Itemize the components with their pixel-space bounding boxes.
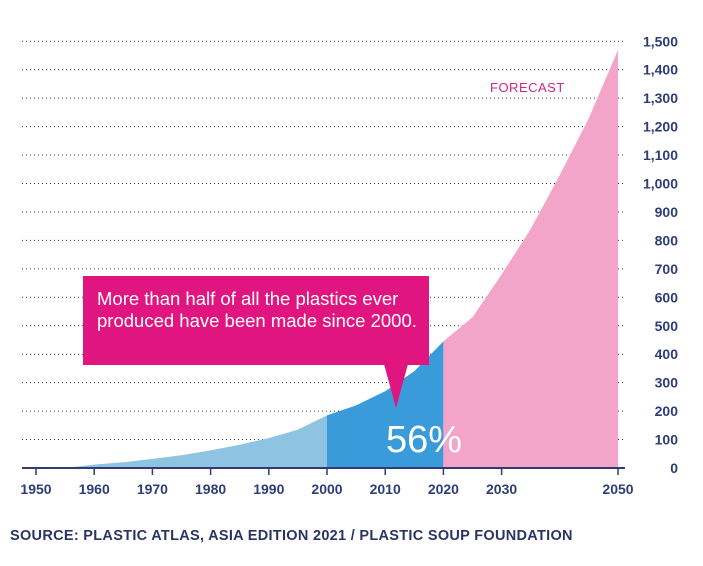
y-tick-label-0: 0 xyxy=(670,460,678,476)
x-axis-labels: 1950 1960 1970 1980 1990 2000 2010 2020 2030 2050 xyxy=(20,481,633,497)
x-tick-label-2050: 2050 xyxy=(602,481,633,497)
x-tick-label-1970: 1970 xyxy=(137,481,168,497)
x-tick-label-1960: 1960 xyxy=(79,481,110,497)
plastic-production-chart: 0 100 200 300 400 500 600 700 800 900 1,000 1,100 1,… xyxy=(20,33,678,497)
x-tick-label-2020: 2020 xyxy=(428,481,459,497)
y-tick-label-1100: 1,100 xyxy=(643,147,678,163)
x-tick-label-2030: 2030 xyxy=(486,481,517,497)
y-tick-label-1300: 1,300 xyxy=(643,90,678,106)
y-tick-label-1200: 1,200 xyxy=(643,119,678,135)
area-series-3 xyxy=(443,49,618,469)
y-tick-label-800: 800 xyxy=(655,232,679,248)
area-series xyxy=(65,49,618,469)
y-tick-label-400: 400 xyxy=(655,346,679,362)
percent-label: 56% xyxy=(386,419,462,461)
y-axis-labels: 0 100 200 300 400 500 600 700 800 900 1,000 1,100 1,… xyxy=(643,33,678,476)
x-tick-label-1950: 1950 xyxy=(20,481,51,497)
x-axis xyxy=(22,467,625,475)
y-tick-label-900: 900 xyxy=(655,204,679,220)
y-tick-label-500: 500 xyxy=(655,318,679,334)
x-tick-label-1990: 1990 xyxy=(253,481,284,497)
area-series-1 xyxy=(65,415,327,468)
y-tick-label-1000: 1,000 xyxy=(643,176,678,192)
x-tick-label-2000: 2000 xyxy=(311,481,342,497)
x-tick-label-1980: 1980 xyxy=(195,481,226,497)
y-tick-label-100: 100 xyxy=(655,432,679,448)
y-tick-label-1400: 1,400 xyxy=(643,62,678,78)
y-tick-label-300: 300 xyxy=(655,375,679,391)
y-tick-label-200: 200 xyxy=(655,403,679,419)
x-tick-label-2010: 2010 xyxy=(370,481,401,497)
callout-pointer xyxy=(384,364,408,408)
callout-text: More than half of all the plastics ever … xyxy=(97,288,417,331)
callout-box: More than half of all the plastics ever … xyxy=(83,276,429,365)
forecast-label: FORECAST xyxy=(490,80,565,95)
source-note: SOURCE: PLASTIC ATLAS, ASIA EDITION 2021… xyxy=(10,528,573,544)
y-tick-label-700: 700 xyxy=(655,261,679,277)
y-tick-label-600: 600 xyxy=(655,289,679,305)
y-tick-label-1500: 1,500 xyxy=(643,33,678,49)
